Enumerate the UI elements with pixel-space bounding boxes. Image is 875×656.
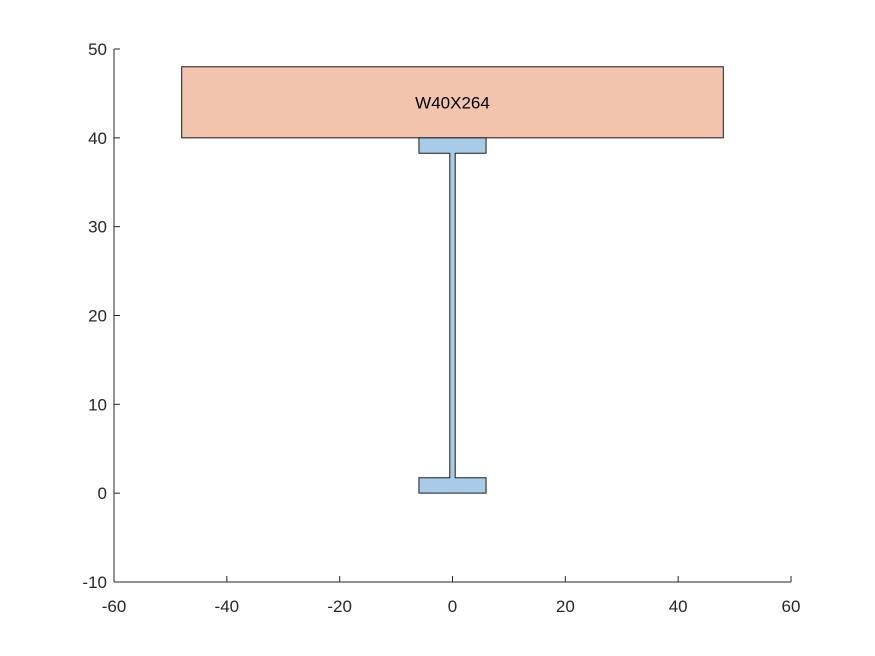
shapes-layer — [181, 66, 724, 494]
y-tick-label: 10 — [88, 395, 107, 414]
y-tick-label: 20 — [88, 307, 107, 326]
y-tick-label: 40 — [88, 129, 107, 148]
y-tick-label: 50 — [88, 40, 107, 59]
concrete-slab — [181, 66, 724, 139]
y-tick-label: -10 — [82, 573, 107, 592]
x-tick-label: -20 — [327, 597, 352, 616]
x-tick-label: 40 — [669, 597, 688, 616]
x-tick-label: 20 — [556, 597, 575, 616]
x-tick-label: -60 — [102, 597, 127, 616]
y-tick-label: 30 — [88, 218, 107, 237]
steel-i-beam — [418, 137, 487, 494]
labels-layer: W40X264 — [415, 93, 490, 112]
section-label: W40X264 — [415, 93, 490, 112]
x-tick-label: 60 — [782, 597, 801, 616]
x-tick-label: 0 — [448, 597, 457, 616]
y-tick-label: 0 — [98, 484, 107, 503]
x-tick-label: -40 — [215, 597, 240, 616]
axes: -60 -40 -20 0 20 40 60 -10 0 10 20 30 40 50 — [82, 40, 800, 616]
